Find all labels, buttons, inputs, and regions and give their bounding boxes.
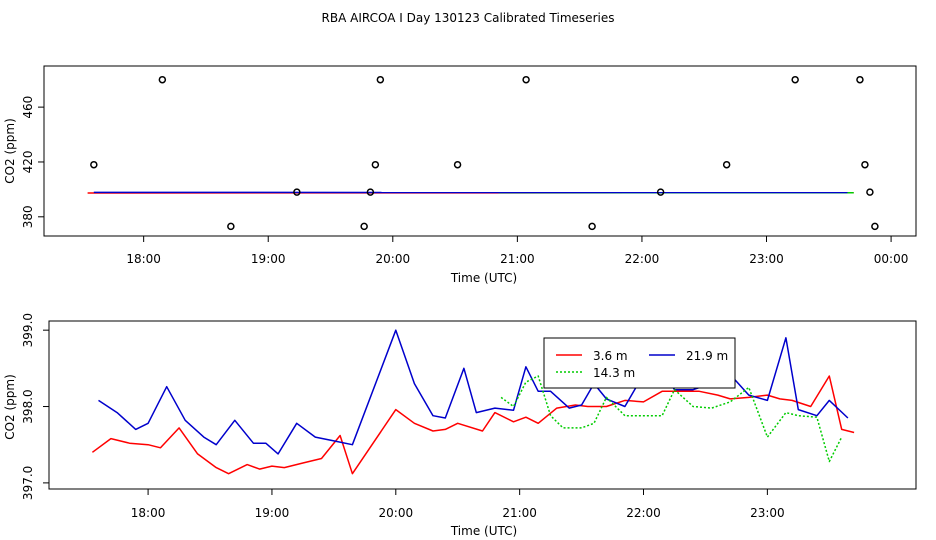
bottom-panel-x-tick-label: 22:00: [626, 506, 661, 520]
top-panel-x-tick-label: 19:00: [251, 252, 286, 266]
bottom-panel-plot-box: [48, 320, 917, 490]
bottom-panel-marks: [91, 329, 855, 475]
calibration-point: [376, 75, 385, 84]
calibration-point: [453, 160, 462, 169]
top-panel-x-tick-label: 20:00: [376, 252, 411, 266]
legend-label-14-3m: 14.3 m: [593, 366, 635, 380]
bottom-panel-y-axis: 397.0 398.0 399.0: [21, 313, 49, 500]
bottom-panel-x-tick-label: 18:00: [131, 506, 166, 520]
bottom-panel-x-tick-label: 20:00: [379, 506, 414, 520]
bottom-panel-series-line-2: [500, 375, 843, 463]
top-panel-x-tick-label: 00:00: [874, 252, 909, 266]
calibration-point: [366, 188, 375, 196]
calibration-point: [360, 222, 368, 231]
top-panel-y-tick-label: 380: [21, 205, 35, 228]
top-panel-x-tick-label: 18:00: [126, 252, 161, 266]
top-panel-x-tick-label: 21:00: [500, 252, 535, 266]
calibration-point: [293, 188, 301, 196]
calibration-point: [90, 160, 98, 169]
calibration-point: [871, 222, 879, 231]
calibration-point: [227, 222, 235, 231]
calibration-point: [158, 75, 167, 84]
legend-label-3-6m: 3.6 m: [593, 349, 628, 363]
top-panel-y-axis: 380 420 460: [21, 96, 44, 228]
top-panel-y-axis-title: CO2 (ppm): [3, 118, 17, 184]
top-panel-x-axis: 18:00 19:00 20:00 21:00 22:00 23:00 00:00: [126, 236, 908, 266]
top-panel-x-tick-label: 22:00: [625, 252, 660, 266]
bottom-panel-x-tick-label: 21:00: [502, 506, 537, 520]
calibration-point: [856, 75, 864, 84]
bottom-panel-x-axis-title: Time (UTC): [450, 524, 517, 538]
top-panel-plot-box: [43, 65, 917, 237]
calibration-point: [722, 160, 731, 169]
top-panel-x-axis-title: Time (UTC): [450, 271, 517, 285]
bottom-panel-y-axis-title: CO2 (ppm): [3, 374, 17, 440]
bottom-panel-x-tick-label: 19:00: [255, 506, 290, 520]
calibration-point: [371, 160, 380, 169]
legend: 3.6 m 21.9 m 14.3 m: [543, 337, 736, 389]
calibration-point: [656, 188, 665, 196]
top-panel-x-tick-label: 23:00: [749, 252, 784, 266]
legend-box: [543, 337, 736, 389]
calibration-point: [791, 75, 799, 84]
bottom-panel: 18:00 19:00 20:00 21:00 22:00 23:00 397.0 398.…: [3, 313, 917, 538]
top-panel-marks: [87, 75, 879, 231]
top-panel-y-tick-label: 420: [21, 151, 35, 174]
bottom-panel-y-tick-label: 399.0: [21, 313, 35, 347]
top-panel: 18:00 19:00 20:00 21:00 22:00 23:00 00:00 380 4…: [3, 65, 917, 285]
bottom-panel-y-tick-label: 398.0: [21, 389, 35, 423]
top-panel-y-tick-label: 460: [21, 96, 35, 119]
chart-title: RBA AIRCOA I Day 130123 Calibrated Times…: [322, 11, 615, 25]
bottom-panel-x-axis: 18:00 19:00 20:00 21:00 22:00 23:00: [131, 489, 785, 520]
bottom-panel-x-tick-label: 23:00: [750, 506, 785, 520]
calibration-point: [522, 75, 530, 84]
bottom-panel-series-line-0: [91, 375, 855, 475]
calibration-point: [861, 160, 869, 169]
bottom-panel-y-tick-label: 397.0: [21, 466, 35, 500]
legend-label-21-9m: 21.9 m: [686, 349, 728, 363]
calibration-point: [866, 188, 874, 196]
calibration-point: [588, 222, 596, 231]
